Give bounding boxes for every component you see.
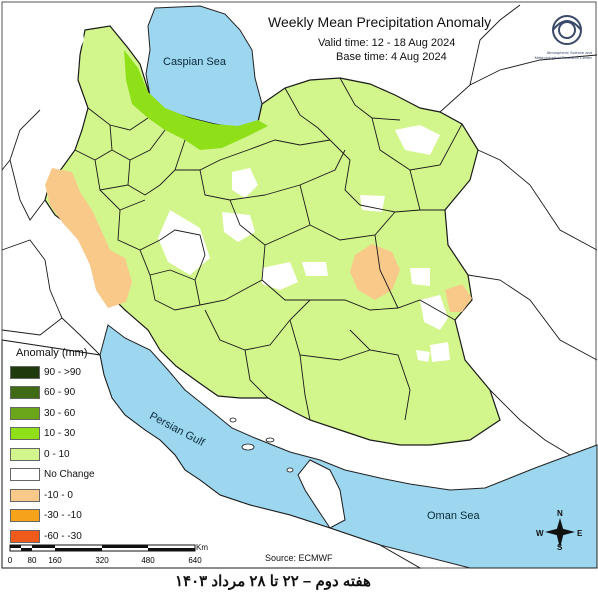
- province-borders: [74, 77, 463, 421]
- north-arrow-icon: [545, 518, 575, 548]
- logo-caption: Atmospheric Science and Meteorological R…: [534, 50, 592, 60]
- legend-swatch: [10, 509, 40, 523]
- scale-unit: Km: [196, 543, 208, 552]
- oman-land: [297, 459, 346, 529]
- legend-label: 10 - 30: [44, 428, 76, 440]
- oman-sea-label: Oman Sea: [427, 510, 480, 522]
- scale-tick-label: 0: [7, 556, 13, 565]
- legend-swatch: [10, 468, 40, 482]
- compass-e: E: [577, 529, 583, 538]
- legend-item: -30 - -10: [10, 506, 110, 527]
- legend-swatch: [10, 488, 40, 502]
- anomaly-10-30-caspian: [124, 50, 268, 150]
- legend-swatch: [10, 365, 40, 379]
- no-change-areas: [30, 20, 450, 362]
- arabian-coast-land: [1, 339, 422, 569]
- gulf-islands: [229, 417, 294, 473]
- legend-label: 30 - 60: [44, 407, 76, 419]
- legend-swatch: [10, 447, 40, 461]
- legend-swatch: [10, 427, 40, 441]
- legend-item: -60 - -30: [10, 526, 110, 547]
- data-source: Source: ECMWF: [265, 553, 333, 563]
- legend-swatch: [10, 529, 40, 543]
- scale-tick-label: 320: [95, 556, 109, 565]
- legend: Anomaly (mm) 90 - >90 60 - 90 30 - 60 10…: [10, 347, 110, 547]
- legend-item: 60 - 90: [10, 383, 110, 404]
- neighbour-borders: [1, 4, 598, 456]
- scale-tick-label: 160: [48, 556, 62, 565]
- legend-item: 30 - 60: [10, 403, 110, 424]
- footer-caption: هفته دوم – ۲۲ تا ۲۸ مرداد ۱۴۰۳: [175, 573, 371, 590]
- legend-item: 10 - 30: [10, 424, 110, 445]
- compass-s: S: [557, 543, 563, 552]
- base-time: Base time: 4 Aug 2024: [336, 51, 447, 63]
- scale-tick-label: 80: [27, 556, 37, 565]
- caspian-sea-label: Caspian Sea: [163, 56, 226, 68]
- legend-swatch: [10, 406, 40, 420]
- compass-w: W: [536, 529, 544, 538]
- legend-label: -30 - -10: [44, 510, 82, 522]
- legend-label: -10 - 0: [44, 489, 73, 501]
- legend-label: -60 - -30: [44, 530, 82, 542]
- legend-label: 60 - 90: [44, 387, 76, 399]
- scale-tick-label: 640: [188, 556, 202, 565]
- scale-bar: [9, 544, 196, 552]
- legend-label: 90 - >90: [44, 366, 81, 378]
- valid-time: Valid time: 12 - 18 Aug 2024: [318, 37, 456, 49]
- map-title: Weekly Mean Precipitation Anomaly: [268, 14, 492, 30]
- legend-label: 0 - 10: [44, 448, 70, 460]
- meteorological-organization-logo: [552, 15, 582, 45]
- legend-item: No Change: [10, 465, 110, 486]
- legend-swatch: [10, 386, 40, 400]
- legend-item: 90 - >90: [10, 362, 110, 383]
- legend-item: -10 - 0: [10, 485, 110, 506]
- legend-title: Anomaly (mm): [16, 347, 88, 359]
- scale-bar-labels: 0 80 160 320 480 640: [0, 556, 240, 568]
- compass-n: N: [557, 509, 563, 518]
- scale-tick-label: 480: [141, 556, 155, 565]
- legend-item: 0 - 10: [10, 444, 110, 465]
- legend-label: No Change: [44, 469, 95, 481]
